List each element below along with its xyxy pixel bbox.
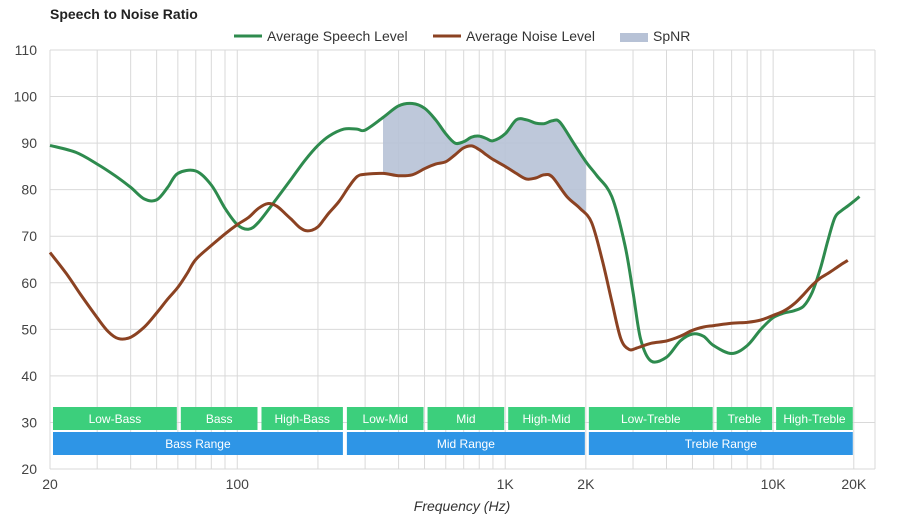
spnr-area [383,103,586,216]
band-label: Treble Range [685,437,758,451]
x-axis-ticks: 20 100 1K 2K 10K 20K [42,476,867,492]
band-label: Mid Range [437,437,495,451]
sub-band-low-bass [53,407,177,430]
sub-band-mid [427,407,505,430]
legend-label-speech: Average Speech Level [267,28,408,44]
y-tick-label: 80 [21,182,37,198]
chart-title: Speech to Noise Ratio [50,6,198,22]
band-label: Low-Bass [89,412,142,426]
y-tick-label: 100 [14,89,38,105]
band-label: High-Bass [275,412,330,426]
sub-band-high-bass [261,407,343,430]
sub-band-low-treble [588,407,713,430]
band-label: Bass Range [165,437,231,451]
x-axis-label: Frequency (Hz) [414,498,510,514]
y-tick-label: 70 [21,228,37,244]
sub-band-low-mid [346,407,424,430]
range-band-bass-range [53,432,343,455]
y-tick-label: 90 [21,135,37,151]
sub-band-high-treble [776,407,853,430]
x-tick-label: 2K [577,476,595,492]
legend-label-noise: Average Noise Level [466,28,595,44]
x-tick-label: 10K [761,476,787,492]
legend: Average Speech Level Average Noise Level… [234,28,690,44]
range-band-mid-range [346,432,585,455]
legend-swatch-spnr [620,33,648,42]
y-tick-label: 110 [15,42,38,58]
noise-level-line [48,144,849,352]
x-tick-label: 100 [226,476,250,492]
sub-band-bass [180,407,258,430]
y-tick-label: 40 [21,368,37,384]
sub-band-high-mid [508,407,585,430]
band-label: Mid [456,412,475,426]
y-axis-ticks: 20 30 40 50 60 70 80 90 100 110 [14,42,38,477]
band-label: Low-Mid [363,412,408,426]
x-tick-label: 20 [42,476,58,492]
x-tick-label: 20K [841,476,867,492]
y-tick-label: 20 [21,461,37,477]
band-label: High-Mid [523,412,571,426]
x-tick-label: 1K [497,476,515,492]
y-tick-label: 60 [21,275,37,291]
y-tick-label: 50 [21,321,37,337]
grid [49,49,876,470]
y-tick-label: 30 [21,414,37,430]
band-label: Bass [206,412,233,426]
sub-band-treble [716,407,773,430]
band-label: High-Treble [783,412,846,426]
speech-level-line [49,101,861,364]
legend-label-spnr: SpNR [653,28,690,44]
band-label: Treble [728,412,762,426]
frequency-bands: Low-Bass Bass High-Bass Low-Mid Mid High-Mid L… [53,407,853,455]
band-label: Low-Treble [621,412,681,426]
range-band-treble-range [588,432,853,455]
